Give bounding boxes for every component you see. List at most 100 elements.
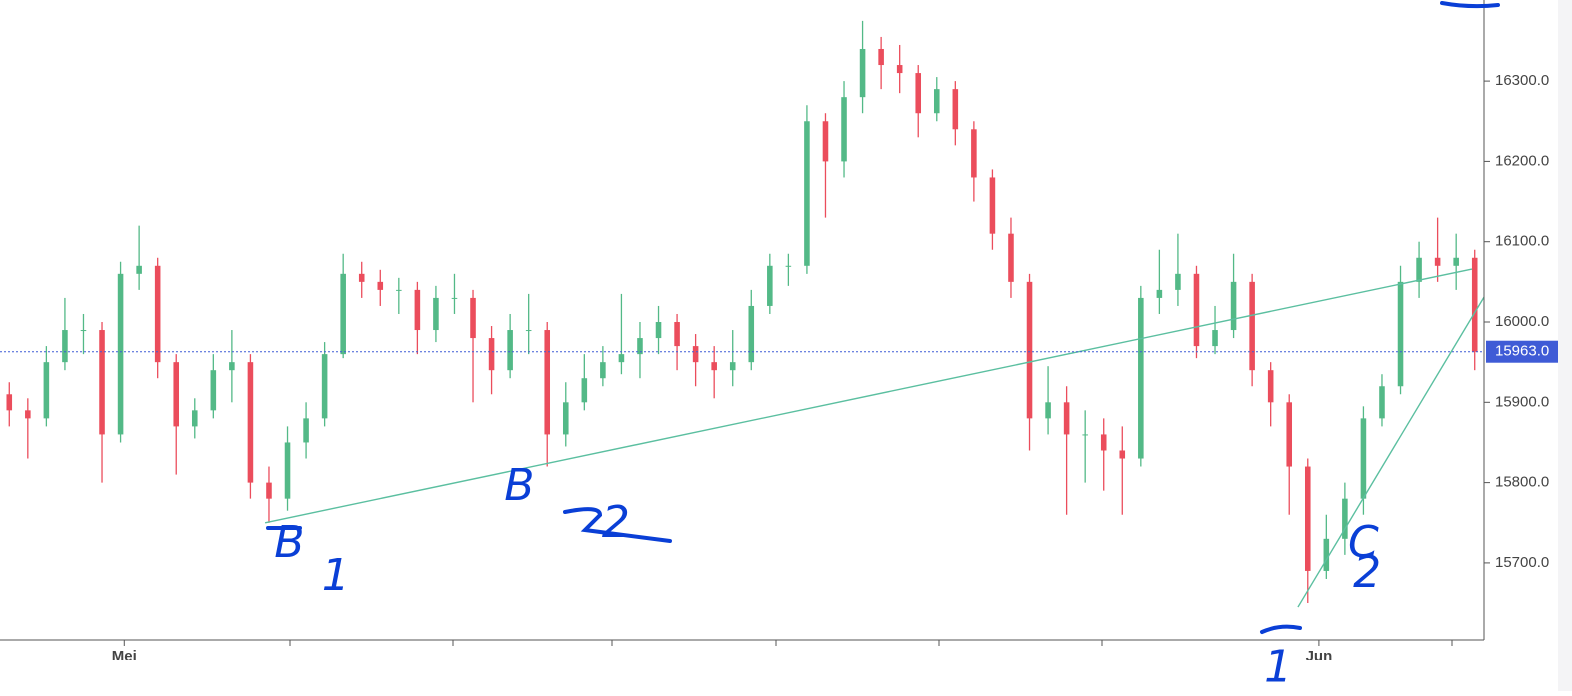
candle-body (637, 338, 643, 355)
y-tick-label: 15900.0 (1495, 393, 1549, 410)
candle-body (62, 330, 68, 363)
candle-body (1471, 257, 1478, 352)
candle-body (841, 97, 847, 162)
candle-body (1397, 281, 1404, 387)
candle-body (284, 442, 291, 499)
y-tick-label: 16000.0 (1495, 313, 1549, 330)
candle-body (1008, 233, 1014, 282)
candle-body (1156, 289, 1163, 298)
candle-body (859, 48, 866, 98)
scroll-strip (1558, 0, 1572, 691)
candle-body (711, 362, 717, 371)
candle-body (229, 362, 235, 371)
price-label: 15963.0 (1495, 343, 1549, 360)
candle-body (470, 297, 476, 339)
candle-body (1082, 434, 1088, 436)
candle-body (767, 265, 773, 306)
candle-body (43, 362, 50, 419)
annotation: B (274, 517, 304, 568)
candle-body (6, 394, 13, 411)
candle-body (1045, 402, 1051, 419)
candle-body (358, 273, 365, 282)
candle-body (414, 289, 421, 331)
candle-body (136, 265, 142, 274)
candle-body (1100, 434, 1107, 451)
candle-body (933, 89, 940, 114)
y-tick-label: 15800.0 (1495, 474, 1549, 491)
candle-body (748, 305, 755, 363)
y-tick-label: 16200.0 (1495, 152, 1549, 169)
candle-body (1379, 386, 1385, 419)
candle-body (1434, 257, 1441, 266)
annotation: 2 (1353, 547, 1381, 598)
hand-strokes (266, 1, 1500, 634)
candle-body (247, 362, 254, 483)
y-tick-label: 15700.0 (1495, 554, 1549, 571)
candle-body (25, 410, 31, 419)
candle-body (488, 338, 495, 371)
candle-body (655, 322, 662, 339)
plot-area: Mei Jun (6, 20, 1485, 665)
candle-body (822, 121, 829, 162)
candle-body (1193, 273, 1200, 347)
candle-body (507, 330, 513, 371)
annotation: 1 (1264, 642, 1292, 691)
annotation: C (1348, 517, 1379, 568)
candle-body (674, 322, 680, 347)
candle-body (1360, 418, 1367, 499)
candle-body (80, 330, 87, 332)
candle-body (210, 370, 217, 411)
candle-body (562, 402, 569, 435)
candle-body (1063, 402, 1070, 435)
candle-body (581, 378, 588, 403)
candle-body (692, 346, 699, 363)
candle-body (433, 297, 439, 331)
candle-body (1286, 402, 1293, 467)
candle-body (1342, 498, 1348, 539)
candle-body (377, 281, 384, 290)
annotation: 2 (602, 497, 630, 548)
candle-body (1212, 330, 1218, 347)
candle-body (1453, 257, 1459, 266)
candle-body (952, 89, 959, 130)
candle-body (1119, 450, 1126, 459)
candle-body (1323, 538, 1330, 571)
candle-body (396, 289, 402, 291)
candle-body (915, 73, 922, 114)
candle-body (451, 297, 458, 299)
candle-body (340, 273, 346, 355)
x-tick-label: Jun (1306, 648, 1333, 665)
candle-body (1175, 273, 1181, 290)
candle-body (266, 482, 272, 499)
candle-body (1230, 281, 1237, 331)
candle-body (544, 330, 551, 435)
trend-line (264, 268, 1473, 524)
candle-body (971, 129, 977, 178)
candle-body (1304, 466, 1311, 571)
candle-body (896, 65, 903, 74)
candle-body (878, 48, 884, 66)
candle-body (1267, 370, 1274, 403)
candle-body (303, 418, 309, 443)
candle-body (191, 410, 198, 427)
candle-body (600, 362, 606, 379)
candle-body (618, 354, 625, 363)
candle-body (1026, 281, 1033, 419)
candle-body (1416, 257, 1422, 282)
candle-body (804, 121, 810, 266)
x-axis-ticks (289, 640, 1453, 646)
candle-body (321, 354, 328, 419)
candle-body (117, 273, 124, 435)
candle-body (1249, 281, 1255, 371)
y-tick-label: 16300.0 (1495, 72, 1549, 89)
candle-body (99, 330, 105, 435)
y-tick-label: 16100.0 (1495, 233, 1549, 250)
candle-body (785, 265, 792, 267)
annotation: 1 (322, 550, 350, 601)
candle-body (525, 330, 532, 332)
trend-line (1297, 296, 1485, 608)
candle-body (729, 362, 736, 371)
annotation: B (504, 460, 534, 511)
